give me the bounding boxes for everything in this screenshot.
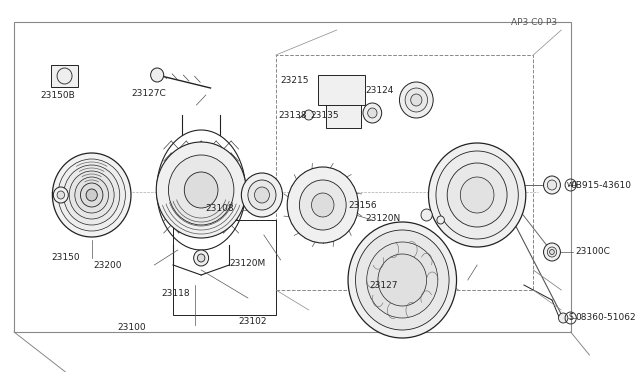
Text: AP3 C0 P3: AP3 C0 P3 [511, 17, 557, 26]
Text: 23100C: 23100C [575, 247, 610, 257]
Circle shape [348, 222, 456, 338]
Circle shape [543, 243, 561, 261]
Text: 23156: 23156 [348, 201, 377, 209]
Circle shape [312, 193, 334, 217]
Text: W: W [567, 182, 574, 188]
Circle shape [69, 171, 114, 219]
Text: 23120N: 23120N [365, 214, 400, 222]
Text: 23118: 23118 [161, 289, 189, 298]
Text: 23124: 23124 [365, 86, 393, 94]
Circle shape [367, 242, 438, 318]
Circle shape [411, 94, 422, 106]
Text: 23127: 23127 [369, 280, 398, 289]
Bar [14, 22, 571, 332]
Circle shape [75, 177, 109, 213]
Circle shape [57, 68, 72, 84]
Text: 23120M: 23120M [229, 259, 266, 267]
Circle shape [255, 187, 269, 203]
Bar [326, 100, 361, 128]
Circle shape [421, 209, 432, 221]
Text: 23150: 23150 [51, 253, 80, 263]
Text: 23200: 23200 [93, 260, 122, 269]
Circle shape [460, 177, 494, 213]
Text: 23138: 23138 [279, 110, 307, 119]
Circle shape [57, 191, 65, 199]
Circle shape [194, 250, 209, 266]
Circle shape [405, 88, 428, 112]
Circle shape [355, 230, 449, 330]
Circle shape [550, 250, 554, 254]
Text: 23135: 23135 [310, 110, 339, 119]
Circle shape [543, 176, 561, 194]
Text: 08360-51062: 08360-51062 [575, 314, 636, 323]
Text: 23108: 23108 [206, 203, 234, 212]
Text: 23150B: 23150B [40, 90, 75, 99]
Text: 23102: 23102 [239, 317, 267, 327]
Circle shape [156, 142, 246, 238]
Circle shape [184, 172, 218, 208]
Text: 23215: 23215 [281, 76, 309, 84]
Circle shape [287, 167, 358, 243]
Circle shape [437, 216, 444, 224]
Text: S: S [568, 314, 573, 323]
Circle shape [363, 103, 381, 123]
Text: 23127C: 23127C [131, 89, 166, 97]
Text: 0B915-43610: 0B915-43610 [571, 180, 632, 189]
Bar [276, 55, 533, 290]
Circle shape [399, 82, 433, 118]
Circle shape [63, 165, 120, 225]
Circle shape [197, 254, 205, 262]
Bar [318, 75, 365, 105]
Circle shape [86, 189, 97, 201]
Circle shape [248, 180, 276, 210]
Circle shape [241, 173, 282, 217]
Circle shape [436, 151, 518, 239]
Circle shape [150, 68, 164, 82]
Bar [173, 220, 276, 315]
Circle shape [547, 180, 557, 190]
Text: 23100: 23100 [117, 324, 145, 333]
Circle shape [367, 108, 377, 118]
Circle shape [58, 159, 125, 231]
Circle shape [378, 254, 427, 306]
Circle shape [559, 313, 568, 323]
Circle shape [300, 180, 346, 230]
Circle shape [81, 183, 103, 207]
Circle shape [547, 247, 557, 257]
Circle shape [447, 163, 507, 227]
Bar [51, 65, 77, 87]
Circle shape [53, 187, 68, 203]
Circle shape [52, 153, 131, 237]
Circle shape [168, 155, 234, 225]
Circle shape [429, 143, 526, 247]
Circle shape [304, 110, 314, 120]
